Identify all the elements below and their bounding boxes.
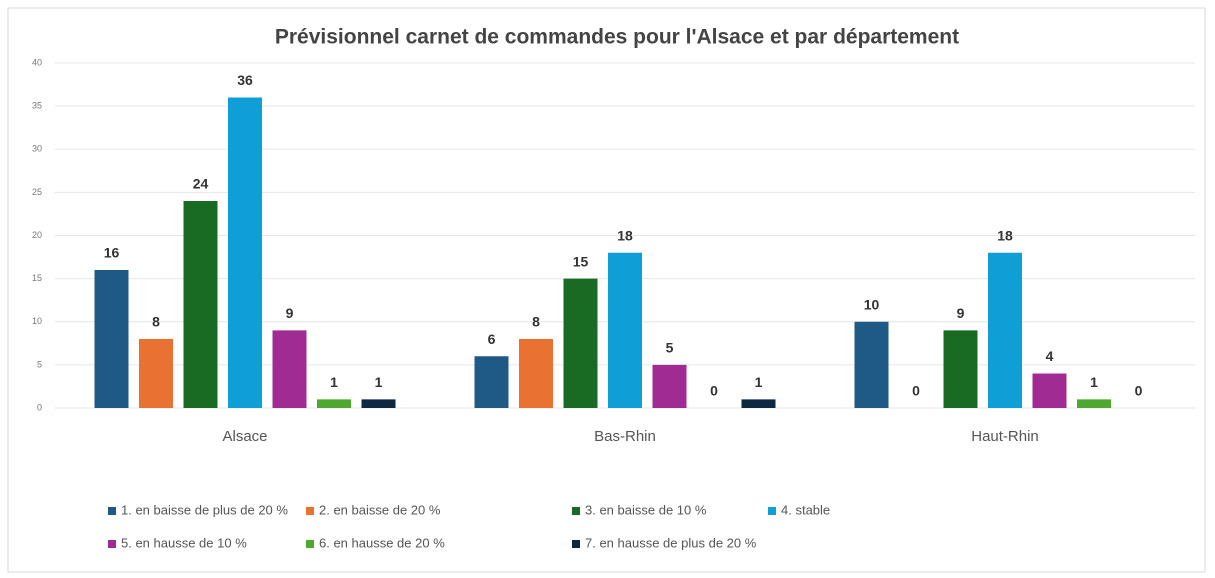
data-label: 0 <box>710 383 718 399</box>
data-label: 1 <box>330 374 338 390</box>
x-tick-label: Bas-Rhin <box>594 428 656 445</box>
legend-label: 1. en baisse de plus de 20 % <box>121 502 288 517</box>
bar <box>272 330 307 408</box>
data-label: 0 <box>912 383 920 399</box>
legend-label: 4. stable <box>781 502 830 517</box>
bar <box>139 339 173 408</box>
data-label: 9 <box>957 305 965 321</box>
bar <box>943 330 978 408</box>
data-label: 1 <box>1090 374 1098 390</box>
bar <box>228 97 262 408</box>
legend-swatch <box>108 540 116 548</box>
chart-title: Prévisionnel carnet de commandes pour l'… <box>275 26 959 49</box>
y-tick-label: 20 <box>32 230 42 240</box>
legend-swatch <box>768 507 776 515</box>
y-tick-label: 30 <box>32 144 42 154</box>
legend-swatch <box>306 540 314 548</box>
data-label: 1 <box>375 374 383 390</box>
data-label: 9 <box>286 305 294 321</box>
legend-swatch <box>306 507 314 515</box>
bar <box>988 252 1022 408</box>
data-label: 8 <box>532 314 540 330</box>
y-tick-label: 35 <box>32 101 42 111</box>
bar <box>608 252 642 408</box>
bar <box>563 278 598 408</box>
legend-swatch <box>108 507 116 515</box>
data-label: 5 <box>666 340 674 356</box>
y-tick-label: 0 <box>37 402 42 412</box>
x-tick-label: Alsace <box>222 428 267 445</box>
legend-label: 6. en hausse de 20 % <box>319 535 445 550</box>
data-label: 16 <box>104 245 120 261</box>
legend-label: 5. en hausse de 10 % <box>121 535 247 550</box>
x-tick-label: Haut-Rhin <box>971 428 1039 445</box>
data-label: 6 <box>488 331 496 347</box>
y-tick-label: 25 <box>32 187 42 197</box>
data-label: 8 <box>152 314 160 330</box>
data-label: 10 <box>864 296 880 312</box>
data-label: 0 <box>1135 383 1143 399</box>
data-label: 1 <box>755 374 763 390</box>
data-label: 15 <box>573 253 589 269</box>
y-tick-label: 40 <box>32 57 42 67</box>
data-label: 18 <box>617 227 633 243</box>
bar <box>317 399 351 408</box>
y-tick-label: 15 <box>32 273 42 283</box>
bar <box>1032 373 1067 408</box>
y-tick-label: 5 <box>37 359 42 369</box>
legend-swatch <box>572 540 580 548</box>
bar <box>519 339 553 408</box>
data-label: 4 <box>1046 348 1054 364</box>
legend-swatch <box>572 507 580 515</box>
bar <box>361 399 396 408</box>
y-tick-label: 10 <box>32 316 42 326</box>
data-label: 36 <box>237 72 253 88</box>
bar <box>854 321 889 408</box>
bar <box>183 201 218 408</box>
data-label: 24 <box>193 176 209 192</box>
bar <box>652 364 687 408</box>
bar <box>1077 399 1111 408</box>
bar <box>94 270 129 408</box>
data-label: 18 <box>997 227 1013 243</box>
legend-label: 3. en baisse de 10 % <box>585 502 707 517</box>
bar <box>474 356 509 408</box>
bar <box>741 399 776 408</box>
legend-label: 2. en baisse de 20 % <box>319 502 441 517</box>
legend-label: 7. en hausse de plus de 20 % <box>585 535 757 550</box>
